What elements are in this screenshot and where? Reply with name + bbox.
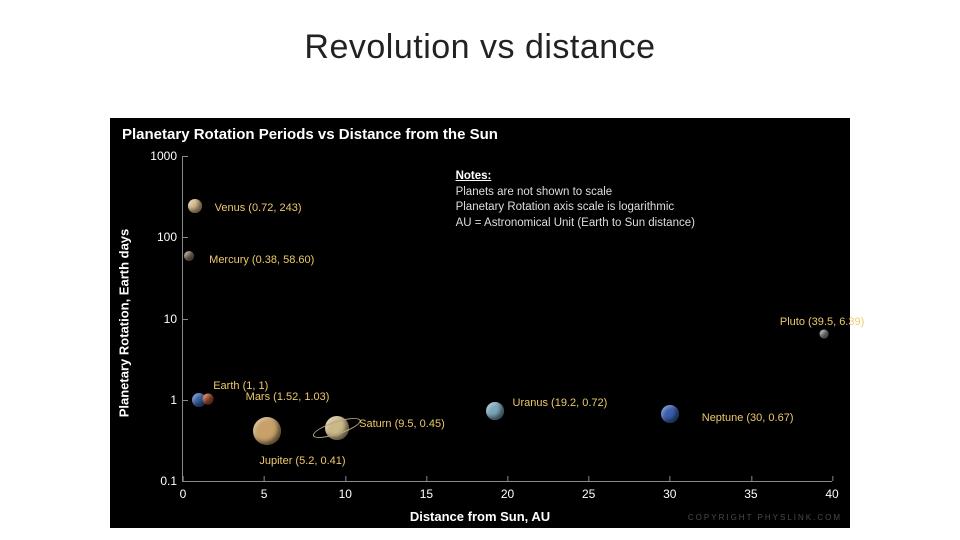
y-tick: 1000 (150, 149, 183, 163)
planet-disc (819, 330, 828, 339)
x-tick: 30 (663, 481, 676, 501)
x-tick: 40 (825, 481, 838, 501)
copyright-text: COPYRIGHT PHYSLINK.COM (688, 513, 842, 522)
planet-disc (253, 417, 281, 445)
x-tick: 15 (420, 481, 433, 501)
planet-uranus (486, 402, 504, 420)
planet-label-uranus: Uranus (19.2, 0.72) (513, 397, 608, 409)
planet-label-venus: Venus (0.72, 243) (215, 202, 302, 214)
x-tick: 20 (501, 481, 514, 501)
planet-label-jupiter: Jupiter (5.2, 0.41) (259, 455, 345, 467)
planet-disc (202, 393, 213, 404)
chart-container: Planetary Rotation Periods vs Distance f… (110, 118, 850, 528)
y-tick: 10 (164, 312, 183, 326)
plot-area: 0.111010010000510152025303540Notes:Plane… (182, 156, 832, 482)
planet-disc (188, 199, 202, 213)
planet-venus (188, 199, 202, 213)
planet-label-pluto: Pluto (39.5, 6.39) (780, 316, 864, 328)
x-tick: 5 (261, 481, 268, 501)
planet-label-neptune: Neptune (30, 0.67) (702, 412, 794, 424)
planet-pluto (819, 330, 828, 339)
planet-disc (486, 402, 504, 420)
x-tick: 25 (582, 481, 595, 501)
slide-title: Revolution vs distance (0, 0, 960, 67)
planet-mars (202, 393, 213, 404)
planet-disc (661, 405, 679, 423)
x-axis-label: Distance from Sun, AU (410, 509, 550, 524)
y-tick: 100 (157, 230, 183, 244)
planet-jupiter (253, 417, 281, 445)
planet-label-saturn: Saturn (9.5, 0.45) (359, 418, 445, 430)
x-tick: 35 (744, 481, 757, 501)
x-tick: 0 (180, 481, 187, 501)
x-tick: 10 (339, 481, 352, 501)
planet-neptune (661, 405, 679, 423)
notes-box: Notes:Planets are not shown to scalePlan… (456, 169, 695, 231)
chart-title: Planetary Rotation Periods vs Distance f… (110, 118, 850, 147)
y-axis-label: Planetary Rotation, Earth days (117, 229, 132, 418)
planet-mercury (184, 251, 194, 261)
y-tick: 1 (170, 393, 183, 407)
planet-disc (184, 251, 194, 261)
planet-label-mars: Mars (1.52, 1.03) (246, 391, 330, 403)
planet-saturn (325, 416, 349, 440)
planet-label-mercury: Mercury (0.38, 58.60) (209, 254, 314, 266)
